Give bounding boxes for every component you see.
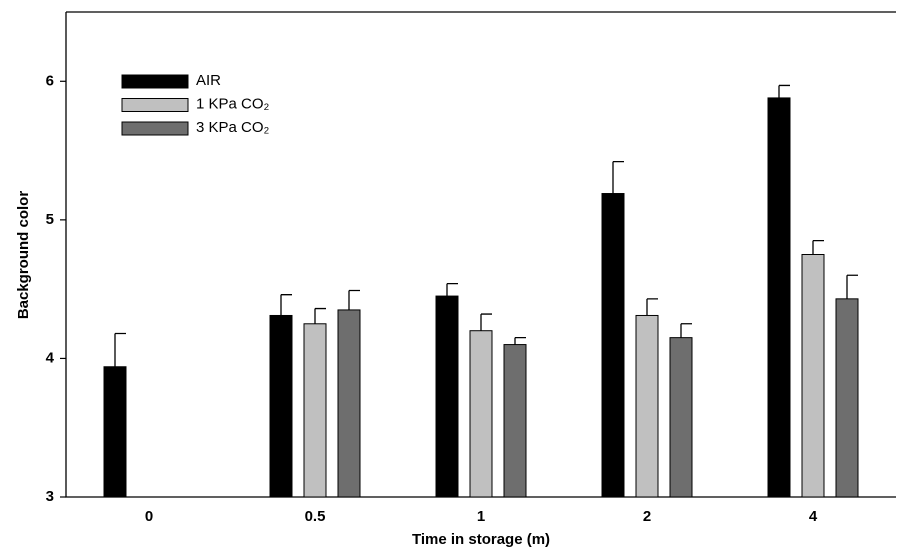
error-bar	[812, 239, 824, 255]
bar	[503, 344, 527, 498]
bar	[767, 97, 791, 498]
y-tick-label: 6	[46, 72, 54, 89]
bar	[635, 314, 659, 498]
legend-swatch	[121, 98, 189, 112]
bar	[303, 323, 327, 498]
bar	[801, 254, 825, 498]
error-bar	[846, 274, 858, 299]
legend-swatch	[121, 121, 189, 136]
x-tick-label: 4	[809, 508, 818, 525]
legend-label: 1 KPa CO₂	[196, 95, 270, 112]
bar	[103, 366, 127, 498]
error-bar	[314, 307, 326, 324]
y-tick-label: 4	[46, 349, 55, 366]
error-bar	[680, 323, 692, 338]
bar	[669, 337, 693, 498]
error-bar	[480, 313, 492, 331]
bar	[435, 295, 459, 498]
error-bar	[280, 294, 292, 316]
legend-label: AIR	[196, 72, 221, 89]
legend-label: 3 KPa CO₂	[196, 119, 270, 136]
bar	[835, 298, 859, 498]
x-tick-label: 2	[643, 508, 651, 525]
error-bar	[778, 84, 790, 98]
x-tick-label: 0.5	[305, 508, 326, 525]
x-axis-label: Time in storage (m)	[412, 531, 550, 548]
y-tick-label: 3	[46, 488, 54, 505]
bar	[269, 314, 293, 498]
bar	[337, 309, 361, 498]
error-bar	[612, 161, 624, 194]
bar	[469, 330, 493, 498]
y-tick-label: 5	[46, 211, 54, 228]
x-tick-label: 1	[477, 508, 485, 525]
bar	[601, 193, 625, 498]
error-bar	[646, 298, 658, 316]
y-axis-label: Background color	[15, 191, 32, 320]
error-bar	[514, 336, 526, 345]
error-bar	[114, 332, 126, 367]
legend-swatch	[121, 74, 189, 89]
error-bar	[348, 289, 360, 310]
error-bar	[446, 282, 458, 297]
x-tick-label: 0	[145, 508, 153, 525]
